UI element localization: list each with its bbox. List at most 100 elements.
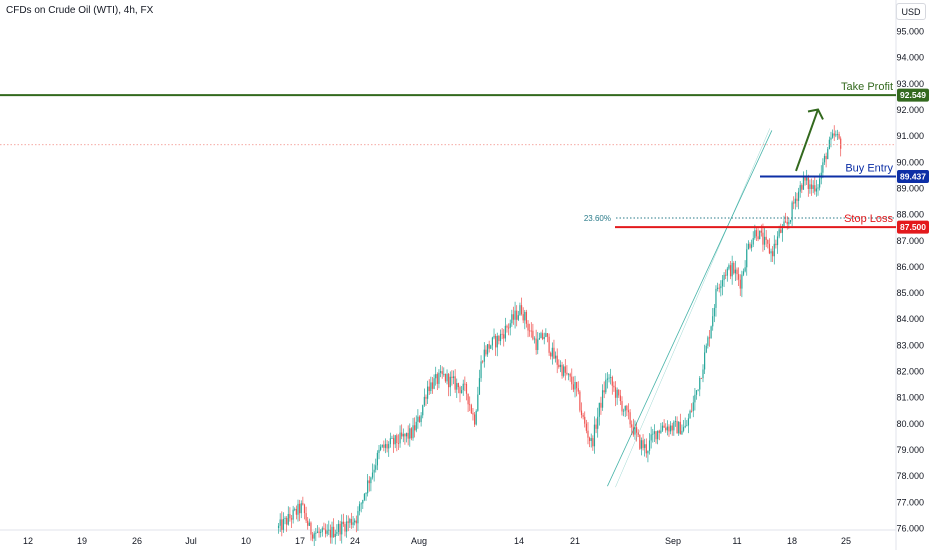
candle-up xyxy=(367,473,369,497)
time-tick-label: 10 xyxy=(241,536,251,546)
candle-body xyxy=(775,243,777,246)
candle-body xyxy=(595,424,597,429)
candle-body xyxy=(796,198,798,201)
candle-body xyxy=(783,221,785,226)
candle-body xyxy=(324,529,327,534)
candle-body xyxy=(647,450,649,454)
candle-body xyxy=(699,377,701,390)
candle-body xyxy=(700,377,702,379)
candle-body xyxy=(308,522,310,526)
candle-body xyxy=(621,401,623,412)
candle-body xyxy=(653,431,655,434)
candle-body xyxy=(300,503,302,514)
candle-up xyxy=(449,371,451,397)
candle-up xyxy=(365,492,367,501)
candle-up xyxy=(496,332,498,357)
candle-body xyxy=(694,394,696,403)
candle-down xyxy=(425,394,427,406)
candle-body xyxy=(401,432,403,437)
candle-up xyxy=(514,301,516,329)
candle-body xyxy=(399,432,401,444)
candle-up xyxy=(567,372,570,381)
candle-body xyxy=(470,405,472,414)
time-tick-label: 18 xyxy=(787,536,797,546)
price-tick-label: 91.000 xyxy=(896,131,924,141)
candle-body xyxy=(423,396,425,406)
candle-body xyxy=(715,288,717,308)
candle-body xyxy=(397,443,400,444)
candle-down xyxy=(451,370,453,386)
candle-body xyxy=(734,269,736,274)
candle-up xyxy=(728,263,730,271)
candle-body xyxy=(660,430,662,433)
candle-up xyxy=(443,367,445,377)
candle-body xyxy=(566,372,568,375)
candle-body xyxy=(490,345,492,349)
candle-down xyxy=(512,306,515,325)
candle-down xyxy=(546,332,549,343)
candle-body xyxy=(454,376,456,390)
candle-up xyxy=(734,260,736,282)
candle-up xyxy=(357,506,359,531)
candle-down xyxy=(441,366,443,379)
candle-up xyxy=(794,192,796,210)
candle-body xyxy=(415,421,417,431)
take-profit-price-tag xyxy=(897,88,929,102)
candle-up xyxy=(412,417,414,441)
price-tick-label: 78.000 xyxy=(896,471,924,481)
candle-body xyxy=(713,307,715,317)
buy-entry-label: Buy Entry xyxy=(845,163,893,175)
candle-body xyxy=(537,339,539,351)
candle-body xyxy=(506,325,508,328)
candle-up xyxy=(776,231,779,254)
candle-down xyxy=(561,361,563,379)
candle-body xyxy=(773,243,775,257)
candle-up xyxy=(331,521,333,544)
candle-body xyxy=(751,244,753,248)
candle-body xyxy=(307,520,309,526)
price-axis[interactable]: 76.000 77.000 78.000 79.000 80.000 81.000 82.0… xyxy=(895,0,924,550)
candle-down xyxy=(840,136,842,157)
candle-body xyxy=(357,511,359,524)
candle-body xyxy=(697,389,699,391)
candle-up xyxy=(452,370,455,385)
candle-body xyxy=(342,521,344,525)
candle-body xyxy=(746,249,748,268)
candle-down xyxy=(671,422,673,436)
candle-up xyxy=(313,531,315,546)
candle-up xyxy=(363,492,366,502)
candle-body xyxy=(827,149,829,160)
candle-down xyxy=(814,176,816,195)
candle-down xyxy=(592,435,594,451)
candle-body xyxy=(337,523,340,532)
candle-down xyxy=(676,416,678,434)
time-axis[interactable]: 12 19 26 Jul 10 17 24 Aug 14 21 Sep 11 18 25 xyxy=(0,529,896,546)
candle-up xyxy=(376,450,378,471)
candle-body xyxy=(443,373,445,375)
candle-body xyxy=(673,421,675,431)
candle-up xyxy=(543,332,545,345)
candle-up xyxy=(783,215,785,227)
candle-down xyxy=(796,192,798,208)
price-tick-label: 77.000 xyxy=(896,497,924,507)
candle-up xyxy=(354,518,356,526)
candle-body xyxy=(331,526,333,538)
candle-up xyxy=(294,507,296,512)
candle-body xyxy=(736,269,738,275)
candle-up xyxy=(597,407,599,438)
candle-body xyxy=(480,361,482,379)
candle-body xyxy=(635,427,638,433)
candle-up xyxy=(346,515,348,538)
candle-body xyxy=(365,493,367,495)
candle-up xyxy=(300,500,302,519)
candle-up xyxy=(384,438,387,454)
candle-body xyxy=(832,133,834,138)
candle-up xyxy=(616,387,618,405)
candle-body xyxy=(452,376,455,379)
candle-body xyxy=(759,230,761,240)
candle-body xyxy=(436,374,438,384)
candle-body xyxy=(765,236,767,240)
candle-up xyxy=(341,514,343,544)
candle-down xyxy=(725,269,727,280)
